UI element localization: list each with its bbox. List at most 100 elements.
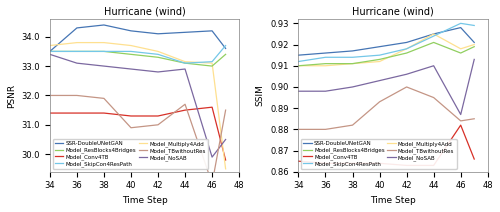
Line: Model_NoSAB: Model_NoSAB — [298, 59, 474, 114]
X-axis label: Time Step: Time Step — [122, 196, 168, 205]
Legend: SSR-DoubleUNetGAN, Model_ResBlocks4Bridges, Model_Conv4TB, Model_SkipCon4ResPath: SSR-DoubleUNetGAN, Model_ResBlocks4Bridg… — [52, 139, 208, 169]
Model_Multiply4Add — [430, 33, 436, 35]
Model_SkipCon4ResPath — [209, 60, 215, 63]
Model_NoSAB — [430, 64, 436, 67]
Line: Model_SkipCon4ResPath: Model_SkipCon4ResPath — [50, 46, 226, 63]
Model_Conv4TB — [471, 158, 477, 160]
Model_NoSAB — [350, 86, 356, 88]
Model_SkipCon4ResPath — [296, 60, 302, 63]
Model_Multiply4Add — [128, 44, 134, 47]
Y-axis label: PSNR: PSNR — [7, 83, 16, 107]
Model_Multiply4Add — [404, 47, 409, 50]
Model_TBwithoutRes — [350, 124, 356, 126]
Model_Conv4TB — [322, 162, 328, 165]
Model_TBwithoutRes — [128, 127, 134, 129]
SSR-DoubleUNetGAN — [350, 50, 356, 52]
Model_TBwithoutRes — [404, 86, 409, 88]
Model_ResBlocks4Bridges — [222, 53, 228, 56]
SSR-DoubleUNetGAN — [101, 24, 107, 26]
Model_Multiply4Add — [296, 64, 302, 67]
Line: Model_ResBlocks4Bridges: Model_ResBlocks4Bridges — [50, 51, 226, 66]
Model_ResBlocks4Bridges — [101, 50, 107, 53]
SSR-DoubleUNetGAN — [296, 54, 302, 56]
Model_ResBlocks4Bridges — [182, 62, 188, 64]
Line: Model_ResBlocks4Bridges: Model_ResBlocks4Bridges — [298, 42, 474, 66]
Model_Conv4TB — [376, 162, 382, 165]
Model_Multiply4Add — [209, 62, 215, 64]
Model_TBwithoutRes — [155, 124, 161, 126]
Model_NoSAB — [322, 90, 328, 92]
Legend: SSR-DoubleUNetGAN, Model_ResBlocks4Bridges, Model_Conv4TB, Model_SkipCon4ResPath: SSR-DoubleUNetGAN, Model_ResBlocks4Bridg… — [301, 139, 456, 169]
Model_SkipCon4ResPath — [47, 50, 53, 53]
Model_SkipCon4ResPath — [222, 44, 228, 47]
Model_ResBlocks4Bridges — [458, 52, 464, 54]
Line: Model_Multiply4Add: Model_Multiply4Add — [50, 43, 226, 169]
Model_Conv4TB — [222, 159, 228, 161]
Model_NoSAB — [471, 58, 477, 61]
Model_NoSAB — [155, 71, 161, 73]
Line: Model_TBwithoutRes: Model_TBwithoutRes — [298, 87, 474, 129]
Model_NoSAB — [47, 53, 53, 56]
Line: SSR-DoubleUNetGAN: SSR-DoubleUNetGAN — [50, 25, 226, 51]
Model_NoSAB — [74, 62, 80, 64]
Model_TBwithoutRes — [74, 94, 80, 97]
SSR-DoubleUNetGAN — [458, 26, 464, 29]
Model_Conv4TB — [458, 124, 464, 126]
Model_SkipCon4ResPath — [376, 54, 382, 56]
Line: Model_SkipCon4ResPath: Model_SkipCon4ResPath — [298, 23, 474, 61]
Model_ResBlocks4Bridges — [322, 62, 328, 65]
Line: SSR-DoubleUNetGAN: SSR-DoubleUNetGAN — [298, 28, 474, 55]
Model_Multiply4Add — [471, 43, 477, 46]
Model_Multiply4Add — [458, 47, 464, 50]
Model_Conv4TB — [74, 112, 80, 114]
Line: Model_Conv4TB: Model_Conv4TB — [50, 107, 226, 160]
Model_TBwithoutRes — [322, 128, 328, 131]
Model_ResBlocks4Bridges — [471, 45, 477, 48]
SSR-DoubleUNetGAN — [182, 31, 188, 33]
Model_Conv4TB — [430, 164, 436, 167]
Model_TBwithoutRes — [471, 117, 477, 120]
Model_NoSAB — [376, 79, 382, 82]
Model_SkipCon4ResPath — [128, 50, 134, 53]
Model_NoSAB — [209, 156, 215, 158]
Model_Multiply4Add — [155, 50, 161, 53]
Line: Model_TBwithoutRes: Model_TBwithoutRes — [50, 95, 226, 184]
Model_TBwithoutRes — [47, 94, 53, 97]
Model_NoSAB — [101, 65, 107, 67]
Model_Multiply4Add — [182, 60, 188, 63]
SSR-DoubleUNetGAN — [155, 32, 161, 35]
Model_Conv4TB — [155, 115, 161, 117]
Model_SkipCon4ResPath — [182, 62, 188, 64]
Model_ResBlocks4Bridges — [47, 50, 53, 53]
Model_SkipCon4ResPath — [74, 50, 80, 53]
Model_NoSAB — [458, 113, 464, 116]
Model_SkipCon4ResPath — [404, 47, 409, 50]
Y-axis label: SSIM: SSIM — [256, 85, 264, 106]
Model_SkipCon4ResPath — [350, 56, 356, 59]
Model_SkipCon4ResPath — [471, 24, 477, 27]
Model_Multiply4Add — [47, 44, 53, 47]
SSR-DoubleUNetGAN — [404, 41, 409, 44]
Model_Conv4TB — [209, 106, 215, 109]
SSR-DoubleUNetGAN — [471, 41, 477, 44]
Model_Conv4TB — [101, 112, 107, 114]
Line: Model_Multiply4Add: Model_Multiply4Add — [298, 34, 474, 66]
SSR-DoubleUNetGAN — [322, 52, 328, 54]
Model_TBwithoutRes — [101, 97, 107, 100]
Model_Conv4TB — [47, 112, 53, 114]
Model_NoSAB — [296, 90, 302, 92]
Model_TBwithoutRes — [376, 100, 382, 103]
Model_ResBlocks4Bridges — [404, 52, 409, 54]
SSR-DoubleUNetGAN — [376, 45, 382, 48]
Model_Conv4TB — [404, 164, 409, 167]
Model_Multiply4Add — [376, 60, 382, 63]
Model_SkipCon4ResPath — [430, 35, 436, 37]
Model_Conv4TB — [296, 160, 302, 162]
SSR-DoubleUNetGAN — [128, 30, 134, 32]
Model_ResBlocks4Bridges — [376, 58, 382, 61]
Model_SkipCon4ResPath — [101, 50, 107, 53]
Model_TBwithoutRes — [430, 96, 436, 99]
SSR-DoubleUNetGAN — [47, 50, 53, 53]
Model_ResBlocks4Bridges — [296, 64, 302, 67]
Model_TBwithoutRes — [222, 109, 228, 111]
